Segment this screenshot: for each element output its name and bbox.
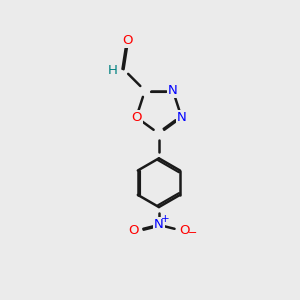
Text: O: O bbox=[122, 34, 132, 47]
Text: O: O bbox=[179, 224, 189, 237]
Text: O: O bbox=[128, 224, 138, 237]
Text: −: − bbox=[188, 228, 197, 238]
Text: N: N bbox=[168, 84, 178, 97]
Text: O: O bbox=[131, 111, 142, 124]
Text: N: N bbox=[154, 218, 164, 231]
Text: +: + bbox=[161, 214, 170, 224]
Text: N: N bbox=[177, 111, 186, 124]
Text: H: H bbox=[108, 64, 118, 77]
